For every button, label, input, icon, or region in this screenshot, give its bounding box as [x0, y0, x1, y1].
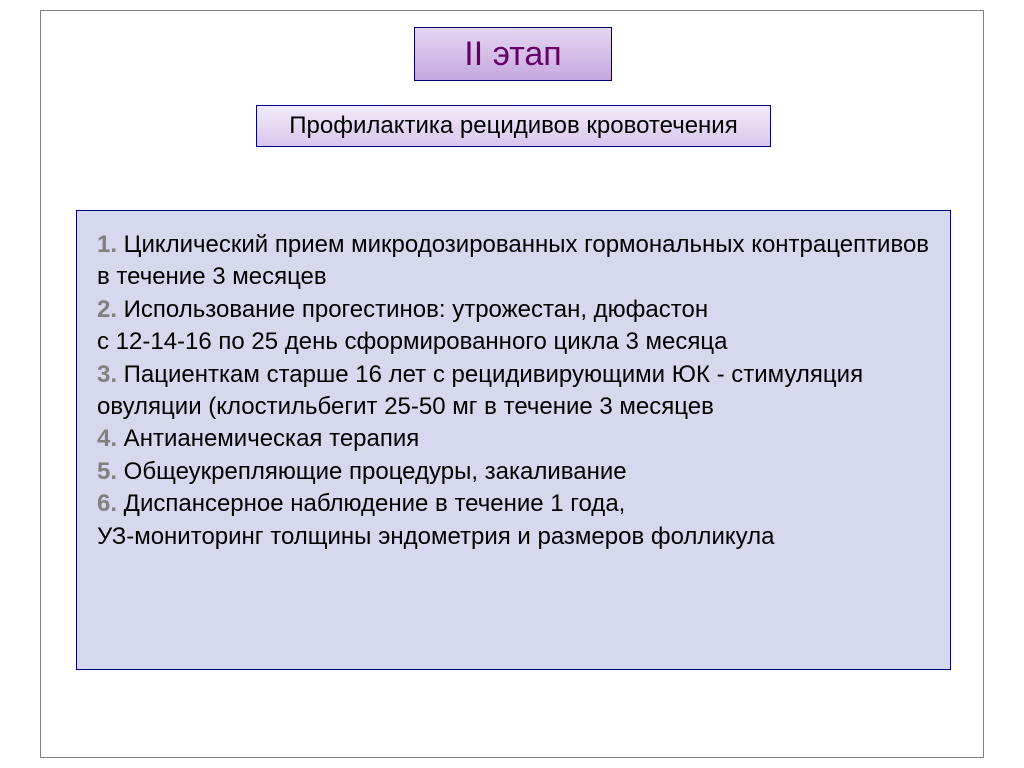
item-number: 1. [97, 231, 117, 258]
item-6-cont: УЗ-мониторинг толщины эндометрия и разме… [97, 521, 930, 553]
title-text: II этап [464, 35, 561, 74]
item-5: 5. Общеукрепляющие процедуры, закаливани… [97, 456, 930, 488]
item-6: 6. Диспансерное наблюдение в течение 1 г… [97, 488, 930, 520]
item-1: 1. Циклический прием микродозированных г… [97, 229, 930, 294]
item-3: 3. Пациенткам старше 16 лет с рецидивиру… [97, 359, 930, 424]
subtitle-box: Профилактика рецидивов кровотечения [256, 105, 771, 147]
item-text: Использование прогестинов: утрожестан, д… [117, 296, 708, 323]
item-4: 4. Антианемическая терапия [97, 423, 930, 455]
item-number: 2. [97, 296, 117, 323]
item-number: 6. [97, 490, 117, 517]
content-box: 1. Циклический прием микродозированных г… [76, 210, 951, 670]
item-number: 4. [97, 425, 117, 452]
subtitle-text: Профилактика рецидивов кровотечения [289, 112, 737, 140]
slide-frame: II этап Профилактика рецидивов кровотече… [40, 10, 984, 758]
item-number: 3. [97, 361, 117, 388]
item-text: Общеукрепляющие процедуры, закаливание [117, 458, 627, 485]
title-box: II этап [414, 27, 612, 81]
item-text: Пациенткам старше 16 лет с рецидивирующи… [97, 361, 863, 420]
item-text: Циклический прием микродозированных горм… [97, 231, 929, 290]
item-number: 5. [97, 458, 117, 485]
item-text: Диспансерное наблюдение в течение 1 года… [117, 490, 625, 517]
item-text: Антианемическая терапия [117, 425, 419, 452]
item-2: 2. Использование прогестинов: утрожестан… [97, 294, 930, 326]
item-2-cont: с 12-14-16 по 25 день сформированного ци… [97, 326, 930, 358]
